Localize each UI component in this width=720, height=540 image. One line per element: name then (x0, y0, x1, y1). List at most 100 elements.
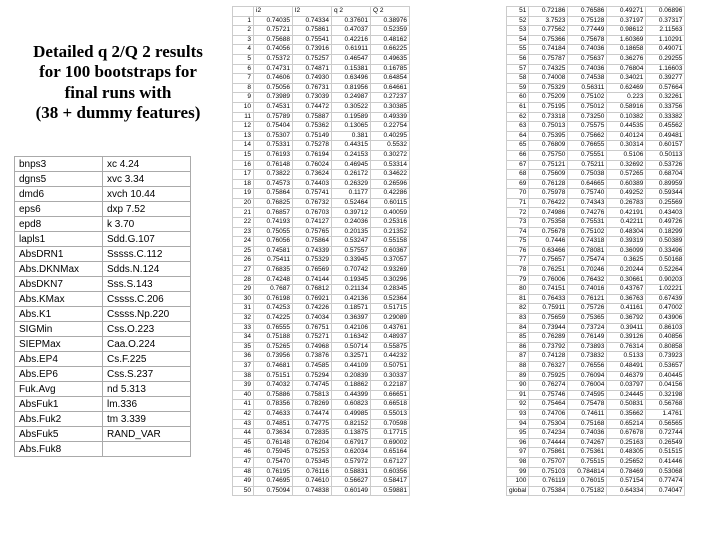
table-row: 390.740320.747450.188620.22187 (233, 381, 410, 391)
table-cell: 0.76556 (568, 361, 607, 371)
table-cell: 0.64854 (371, 74, 410, 84)
table-row: 250.745810.743390.575570.60367 (233, 246, 410, 256)
table-row: 340.751880.752710.163420.48937 (233, 333, 410, 343)
table-row: 230.750550.757650.201350.21352 (233, 227, 410, 237)
feature-cell: Sss.S.143 (103, 277, 191, 292)
table-cell: 89 (507, 371, 529, 381)
table-cell: 0.60356 (371, 467, 410, 477)
table-cell: 0.67678 (607, 429, 646, 439)
table-cell: 64 (507, 131, 529, 141)
table-cell: 0.76314 (607, 342, 646, 352)
table-row: 90.739890.730390.249870.27237 (233, 93, 410, 103)
table-cell: 1.16603 (646, 64, 685, 74)
table-cell: 91 (507, 390, 529, 400)
table-row: 240.760560.758640.532470.55158 (233, 237, 410, 247)
table-cell: 0.52364 (371, 294, 410, 304)
table-cell: 0.74851 (254, 419, 293, 429)
table-cell: 0.64334 (607, 486, 646, 496)
table-cell: 0.76006 (529, 275, 568, 285)
table-cell: 0.43403 (646, 208, 685, 218)
table-cell: 0.77449 (568, 26, 607, 36)
table-row: 600.752090.751020.2230.32261 (507, 93, 685, 103)
table-cell: 0.74986 (529, 208, 568, 218)
table-cell: 0.74008 (529, 74, 568, 84)
table-cell: 0.74472 (293, 102, 332, 112)
table-row: 200.768250.767320.524640.60115 (233, 198, 410, 208)
table-cell: 0.75411 (254, 256, 293, 266)
feature-row: AbsFuk1lm.336 (15, 397, 191, 412)
table-cell: 0.63466 (529, 246, 568, 256)
table-cell: 0.49985 (332, 409, 371, 419)
table-cell: 0.45562 (646, 122, 685, 132)
table-cell: 0.75362 (293, 122, 332, 132)
table-cell: 0.72744 (646, 429, 685, 439)
table-cell: 0.36763 (607, 294, 646, 304)
table-cell: 0.27237 (371, 93, 410, 103)
table-cell: 0.75746 (529, 390, 568, 400)
table-cell: 0.75575 (568, 122, 607, 132)
table-row: 840.739440.737240.394110.86103 (507, 323, 685, 333)
table-cell: 0.20135 (332, 227, 371, 237)
table-cell: 38 (233, 371, 254, 381)
table-cell: 45 (233, 438, 254, 448)
table-row: 610.751950.750120.589160.33756 (507, 102, 685, 112)
feature-cell: SIEPMax (15, 337, 103, 352)
table-row: 1000.761190.760150.571540.77474 (507, 477, 685, 487)
feature-cell: AbsDRN1 (15, 247, 103, 262)
table-cell: 0.74606 (254, 74, 293, 84)
table-cell: 0.90203 (646, 275, 685, 285)
table-cell: 0.44109 (332, 361, 371, 371)
feature-row: epd8k 3.70 (15, 217, 191, 232)
table-cell: 0.51715 (371, 304, 410, 314)
table-cell: 69 (507, 179, 529, 189)
table-cell: 18 (233, 179, 254, 189)
title-line-3: final runs with (65, 83, 172, 102)
table-cell: 0.19345 (332, 275, 371, 285)
table-row: 550.741840.740360.186580.49071 (507, 45, 685, 55)
table-cell: 0.76555 (254, 323, 293, 333)
table-cell: 1.10291 (646, 35, 685, 45)
table-cell: 0.76204 (293, 438, 332, 448)
table-cell: 74 (507, 227, 529, 237)
table-cell: 0.42106 (332, 323, 371, 333)
feature-row: Abs.K1Cssss.Np.220 (15, 307, 191, 322)
table-row: 80.750560.767310.819560.64661 (233, 83, 410, 93)
table-cell: 0.30296 (371, 275, 410, 285)
table-cell: 0.67917 (332, 438, 371, 448)
table-cell: 0.75209 (529, 93, 568, 103)
table-cell: 0.74035 (254, 16, 293, 26)
table-row: 270.768350.765690.707420.93269 (233, 266, 410, 276)
table-cell: 0.74226 (293, 304, 332, 314)
table-cell: 0.76422 (529, 198, 568, 208)
table-cell: 0.75361 (568, 448, 607, 458)
table-row: 450.761480.762040.679170.69002 (233, 438, 410, 448)
table-cell: 13 (233, 131, 254, 141)
table-cell: 0.70246 (568, 266, 607, 276)
table-cell: 0.76015 (568, 477, 607, 487)
table-cell: 0.75474 (568, 256, 607, 266)
table-cell: 24 (233, 237, 254, 247)
table-row: 680.756090.750380.572650.68704 (507, 170, 685, 180)
table-cell: 0.70742 (332, 266, 371, 276)
feature-row: SIGMinCss.O.223 (15, 322, 191, 337)
table-cell: 0.36276 (607, 54, 646, 64)
table-cell: 0.74036 (568, 64, 607, 74)
table-cell: 0.75102 (568, 93, 607, 103)
feature-row: SIEPMaxCaa.O.224 (15, 337, 191, 352)
table-cell: 0.39277 (646, 74, 685, 84)
table-cell: 0.74318 (568, 237, 607, 247)
table-cell: 0.66518 (371, 400, 410, 410)
feature-cell: Sssss.C.112 (103, 247, 191, 262)
table-cell: 0.74871 (293, 64, 332, 74)
table-row: 290.76870.768120.211340.28345 (233, 285, 410, 295)
table-cell: 0.75102 (568, 227, 607, 237)
table-header-cell: q 2 (332, 7, 371, 17)
table-row: 810.764330.761210.367630.67439 (507, 294, 685, 304)
table-cell: 19 (233, 189, 254, 199)
table-row: 60.747310.748710.153810.16785 (233, 64, 410, 74)
table-cell: 0.75103 (529, 467, 568, 477)
table-cell: 0.75541 (293, 35, 332, 45)
table-cell: 0.75271 (293, 333, 332, 343)
table-cell: 0.50389 (646, 237, 685, 247)
table-cell: 0.75609 (529, 170, 568, 180)
